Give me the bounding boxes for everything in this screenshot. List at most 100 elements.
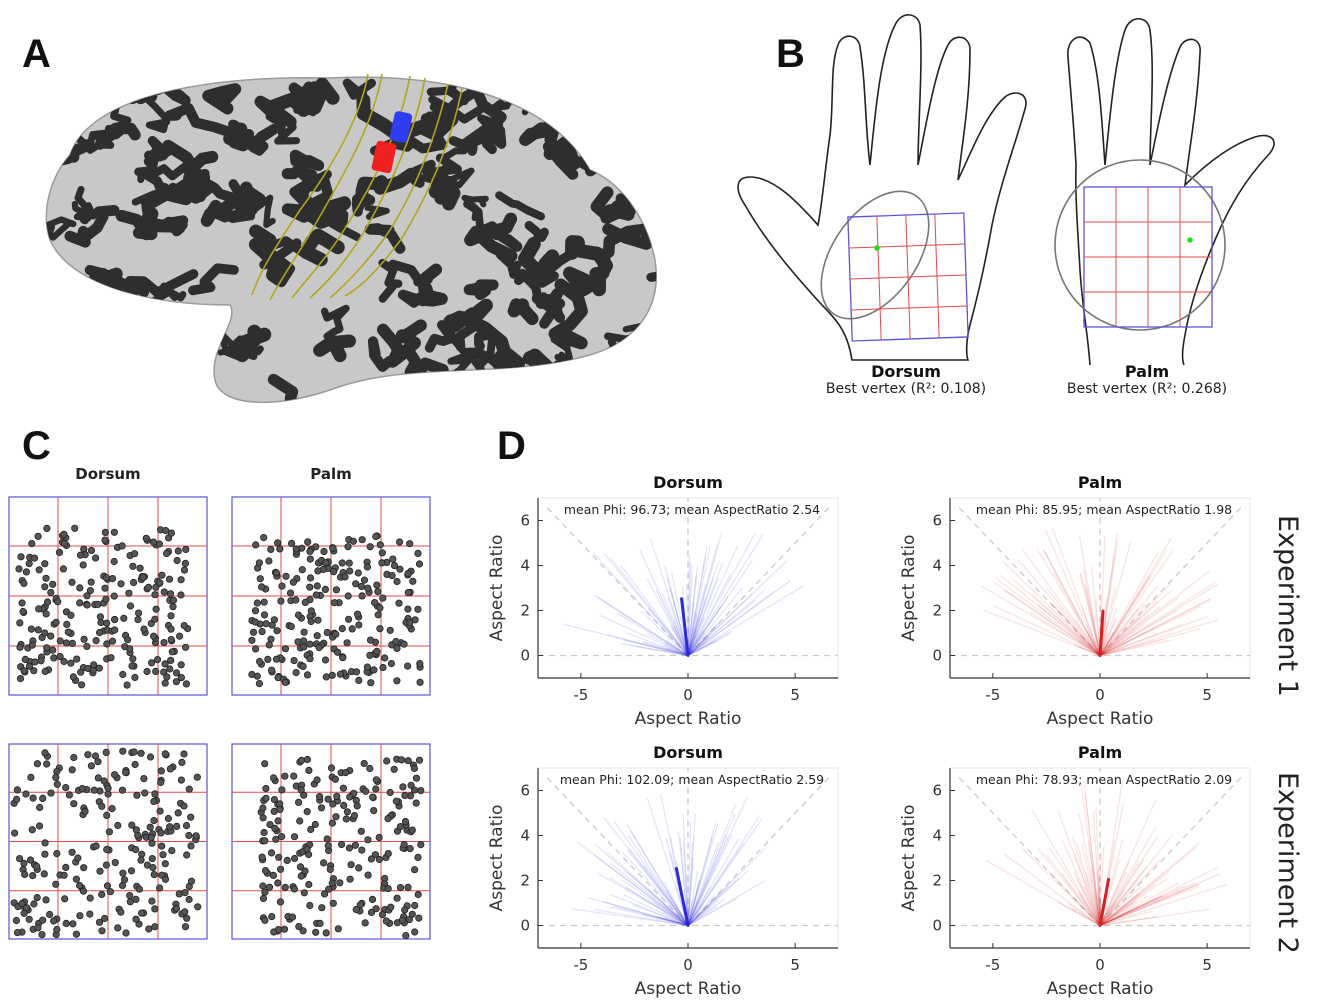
scatter-point — [143, 861, 151, 869]
scatter-point — [27, 625, 35, 633]
scatter-point — [330, 599, 339, 607]
scatter-point — [384, 850, 392, 858]
individual-vectors — [571, 794, 766, 927]
scatter-point — [153, 656, 162, 664]
scatter-point — [331, 775, 340, 783]
scatter-point — [69, 673, 78, 681]
scatter-point — [76, 599, 84, 607]
scatter-point — [60, 871, 68, 879]
scatter-point — [155, 540, 163, 548]
scatter-point — [404, 757, 412, 765]
scatter-point — [416, 678, 424, 686]
scatter-point — [71, 524, 79, 532]
y-tick-label: 0 — [520, 647, 530, 665]
scatter-point — [307, 825, 315, 834]
scatter-point — [183, 851, 191, 859]
scatter-point — [364, 836, 372, 844]
scatter-point — [18, 599, 26, 607]
scatter-point — [118, 542, 126, 550]
scatter-point — [68, 578, 76, 586]
scatter-point — [363, 663, 371, 671]
scatter-point — [182, 822, 191, 830]
mean-annotation: mean Phi: 78.93; mean AspectRatio 2.09 — [976, 772, 1232, 787]
scatter-point — [194, 903, 202, 911]
mean-annotation: mean Phi: 102.09; mean AspectRatio 2.59 — [560, 772, 824, 787]
scatter-exp2-palm — [231, 743, 431, 940]
scatter-point — [78, 784, 86, 793]
scatter-point — [81, 807, 89, 816]
scatter-point — [267, 666, 276, 674]
scatter-point — [316, 919, 324, 927]
scatter-point — [151, 905, 159, 913]
scatter-point — [415, 756, 424, 764]
dorsum-grid — [847, 212, 969, 342]
scatter-point — [366, 543, 374, 551]
scatter-point — [143, 667, 151, 676]
x-tick-label: -5 — [985, 686, 1000, 704]
scatter-point — [67, 659, 75, 667]
y-axis-label: Aspect Ratio — [487, 805, 507, 912]
scatter-point — [22, 790, 30, 798]
scatter-point — [412, 774, 421, 782]
scatter-point — [80, 635, 88, 643]
scatter-point — [183, 914, 191, 922]
scatter-point — [363, 563, 371, 571]
scatter-point — [338, 625, 346, 633]
scatter-point — [83, 601, 91, 609]
scatter-point — [343, 639, 351, 647]
scatter-point — [33, 862, 41, 871]
scatter-point — [305, 766, 313, 774]
scatter-point — [259, 882, 267, 890]
scatter-point — [371, 851, 379, 859]
dorsum-hand-caption: Dorsum Best vertex (R²: 0.108) — [776, 362, 1036, 397]
scatter-point — [161, 750, 169, 758]
scatter-point — [414, 853, 422, 862]
scatter-point — [375, 855, 383, 864]
scatter-point — [142, 534, 150, 542]
scatter-point — [393, 644, 401, 652]
scatter-point — [35, 605, 43, 613]
scatter-point — [316, 792, 324, 801]
scatter-point — [299, 662, 307, 670]
row-label-experiment-2: Experiment 2 — [1272, 772, 1303, 954]
vector-plot-exp1-dorsum: Dorsum mean Phi: 96.73; mean AspectRatio … — [487, 473, 839, 729]
scatter-point — [298, 566, 306, 574]
scatter-point — [181, 889, 189, 897]
scatter-point — [266, 821, 274, 829]
scatter-point — [382, 917, 390, 925]
scatter-point — [339, 654, 347, 662]
scatter-point — [368, 895, 377, 903]
scatter-point — [411, 616, 419, 624]
scatter-point — [138, 909, 146, 917]
scatter-point — [345, 844, 354, 852]
scatter-point — [41, 583, 49, 591]
scatter-point — [265, 883, 274, 891]
scatter-point — [180, 622, 188, 630]
scatter-point — [108, 637, 117, 645]
scatter-point — [262, 784, 270, 793]
dorsum-hand-title: Dorsum — [871, 362, 941, 381]
scatter-point — [265, 641, 273, 649]
scatter-point — [347, 861, 355, 869]
scatter-point — [129, 655, 137, 663]
dorsum-hand-outline — [737, 14, 1027, 361]
scatter-point — [277, 833, 286, 841]
scatter-point — [91, 752, 100, 760]
scatter-point — [110, 592, 118, 600]
scatter-point — [253, 672, 261, 680]
scatter-point — [381, 654, 389, 662]
hand-diagrams — [737, 14, 1275, 366]
scatter-point — [62, 919, 70, 927]
scatter-point — [416, 660, 424, 668]
scatter-point — [314, 567, 322, 575]
scatter-point — [300, 628, 308, 636]
scatter-point — [297, 756, 306, 764]
scatter-point — [324, 795, 332, 803]
scatter-point — [28, 826, 36, 834]
scatter-point — [392, 637, 400, 646]
scatter-point — [182, 680, 190, 688]
scatter-point — [79, 887, 88, 895]
scatter-point — [22, 568, 30, 576]
scatter-point — [383, 757, 391, 765]
scatter-point — [160, 588, 168, 596]
